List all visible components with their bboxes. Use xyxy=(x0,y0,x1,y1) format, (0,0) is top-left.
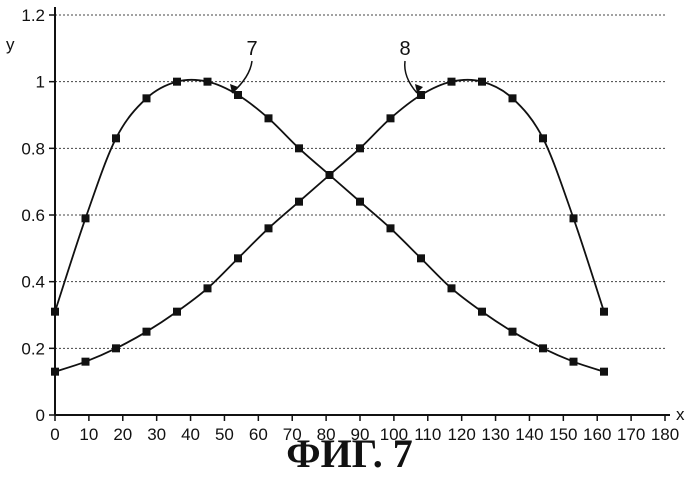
data-point-series-8 xyxy=(326,171,334,179)
line-chart: 00.20.40.60.811.201020304050607080901001… xyxy=(0,0,699,440)
data-point-series-7 xyxy=(234,91,242,99)
y-tick-label: 0.6 xyxy=(21,206,45,225)
data-point-series-8 xyxy=(82,358,90,366)
series-line-7 xyxy=(55,80,604,372)
curve-labels: 78 xyxy=(230,38,423,93)
data-point-series-7 xyxy=(570,358,578,366)
curve-leader-8 xyxy=(405,61,417,93)
data-point-series-8 xyxy=(570,214,578,222)
curve-label-8: 8 xyxy=(399,38,410,60)
data-point-series-8 xyxy=(265,224,273,232)
data-point-series-7 xyxy=(387,224,395,232)
grid-lines xyxy=(55,15,665,348)
data-point-series-8 xyxy=(387,114,395,122)
data-point-series-8 xyxy=(539,134,547,142)
data-point-series-7 xyxy=(448,284,456,292)
data-point-series-7 xyxy=(295,144,303,152)
data-point-series-8 xyxy=(356,144,364,152)
data-point-series-8 xyxy=(143,328,151,336)
series-line-8 xyxy=(55,80,604,372)
data-point-series-7 xyxy=(417,254,425,262)
data-point-series-7 xyxy=(539,344,547,352)
data-point-series-8 xyxy=(600,308,608,316)
data-point-series-8 xyxy=(204,284,212,292)
data-point-series-7 xyxy=(112,134,120,142)
y-tick-label: 1 xyxy=(36,73,45,92)
data-point-series-7 xyxy=(478,308,486,316)
data-point-series-8 xyxy=(448,78,456,86)
y-tick-label: 0.4 xyxy=(21,273,45,292)
tick-labels: 00.20.40.60.811.201020304050607080901001… xyxy=(21,6,679,440)
data-point-series-7 xyxy=(173,78,181,86)
x-axis-label: x xyxy=(676,405,685,424)
data-point-series-8 xyxy=(51,368,59,376)
data-point-series-8 xyxy=(478,78,486,86)
data-point-series-7 xyxy=(265,114,273,122)
y-axis-label: y xyxy=(6,35,15,54)
figure-caption: ФИГ. 7 xyxy=(0,430,699,477)
data-point-series-8 xyxy=(295,198,303,206)
y-tick-label: 0.2 xyxy=(21,339,45,358)
data-point-series-8 xyxy=(234,254,242,262)
data-point-series-7 xyxy=(51,308,59,316)
data-point-series-7 xyxy=(509,328,517,336)
y-tick-label: 0 xyxy=(36,406,45,425)
data-points xyxy=(51,78,608,376)
series-lines xyxy=(55,80,604,372)
y-tick-label: 0.8 xyxy=(21,139,45,158)
data-point-series-7 xyxy=(204,78,212,86)
data-point-series-7 xyxy=(143,94,151,102)
data-point-series-8 xyxy=(112,344,120,352)
data-point-series-7 xyxy=(600,368,608,376)
data-point-series-8 xyxy=(173,308,181,316)
data-point-series-8 xyxy=(417,91,425,99)
curve-label-7: 7 xyxy=(246,38,257,60)
data-point-series-7 xyxy=(356,198,364,206)
y-tick-label: 1.2 xyxy=(21,6,45,25)
data-point-series-7 xyxy=(82,214,90,222)
data-point-series-8 xyxy=(509,94,517,102)
